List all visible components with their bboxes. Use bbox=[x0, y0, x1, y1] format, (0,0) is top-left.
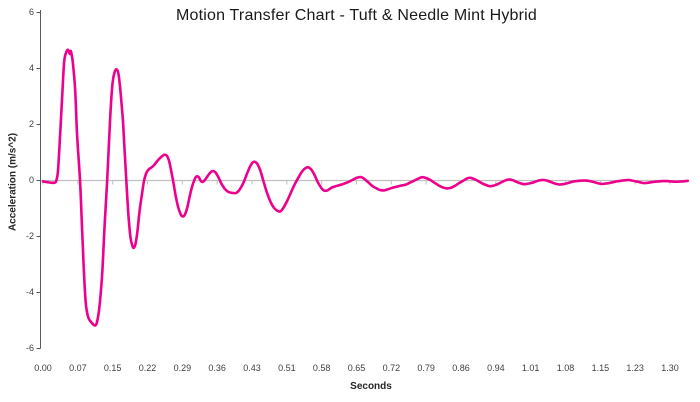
y-axis-tick-labels: 6 4 2 0 -2 -4 -6 bbox=[0, 0, 34, 402]
x-tick-label: 1.30 bbox=[661, 363, 679, 373]
x-tick-label: 0.36 bbox=[208, 363, 226, 373]
x-tick-label: 0.72 bbox=[382, 363, 401, 373]
y-tick-label: -4 bbox=[25, 287, 34, 297]
y-tick-label: 4 bbox=[28, 63, 34, 73]
y-tick-label: 0 bbox=[28, 175, 34, 185]
x-tick-label: 0.15 bbox=[103, 363, 122, 373]
x-tick-label: 1.15 bbox=[591, 363, 610, 373]
x-tick-label: 0.58 bbox=[312, 363, 331, 373]
x-tick-label: 0.00 bbox=[34, 363, 52, 373]
x-tick-label: 0.94 bbox=[487, 363, 505, 373]
x-tick-label: 0.65 bbox=[347, 363, 366, 373]
chart-title: Motion Transfer Chart - Tuft & Needle Mi… bbox=[175, 7, 538, 24]
x-tick-label: 0.29 bbox=[173, 363, 192, 373]
x-axis-tick-labels: 0.00 0.07 0.15 0.22 0.29 0.36 0.43 0.51 0.58 0.65… bbox=[0, 363, 700, 375]
y-tick-label: -6 bbox=[25, 343, 34, 353]
x-tick-label: 0.51 bbox=[278, 363, 296, 373]
x-tick-label: 0.22 bbox=[138, 363, 157, 373]
x-tick-label: 0.79 bbox=[417, 363, 435, 373]
x-tick-label: 1.08 bbox=[556, 363, 575, 373]
x-tick-label: 0.07 bbox=[69, 363, 87, 373]
x-axis-title: Seconds bbox=[350, 381, 392, 392]
x-tick-label: 0.86 bbox=[452, 363, 470, 373]
series-line bbox=[41, 48, 690, 327]
x-tick-label: 0.43 bbox=[243, 363, 261, 373]
y-tick-label: 6 bbox=[28, 7, 34, 17]
x-tick-label: 1.23 bbox=[626, 363, 644, 373]
x-tick-label: 1.01 bbox=[521, 363, 540, 373]
y-tick-label: 2 bbox=[28, 119, 34, 129]
y-tick-label: -2 bbox=[25, 231, 34, 241]
